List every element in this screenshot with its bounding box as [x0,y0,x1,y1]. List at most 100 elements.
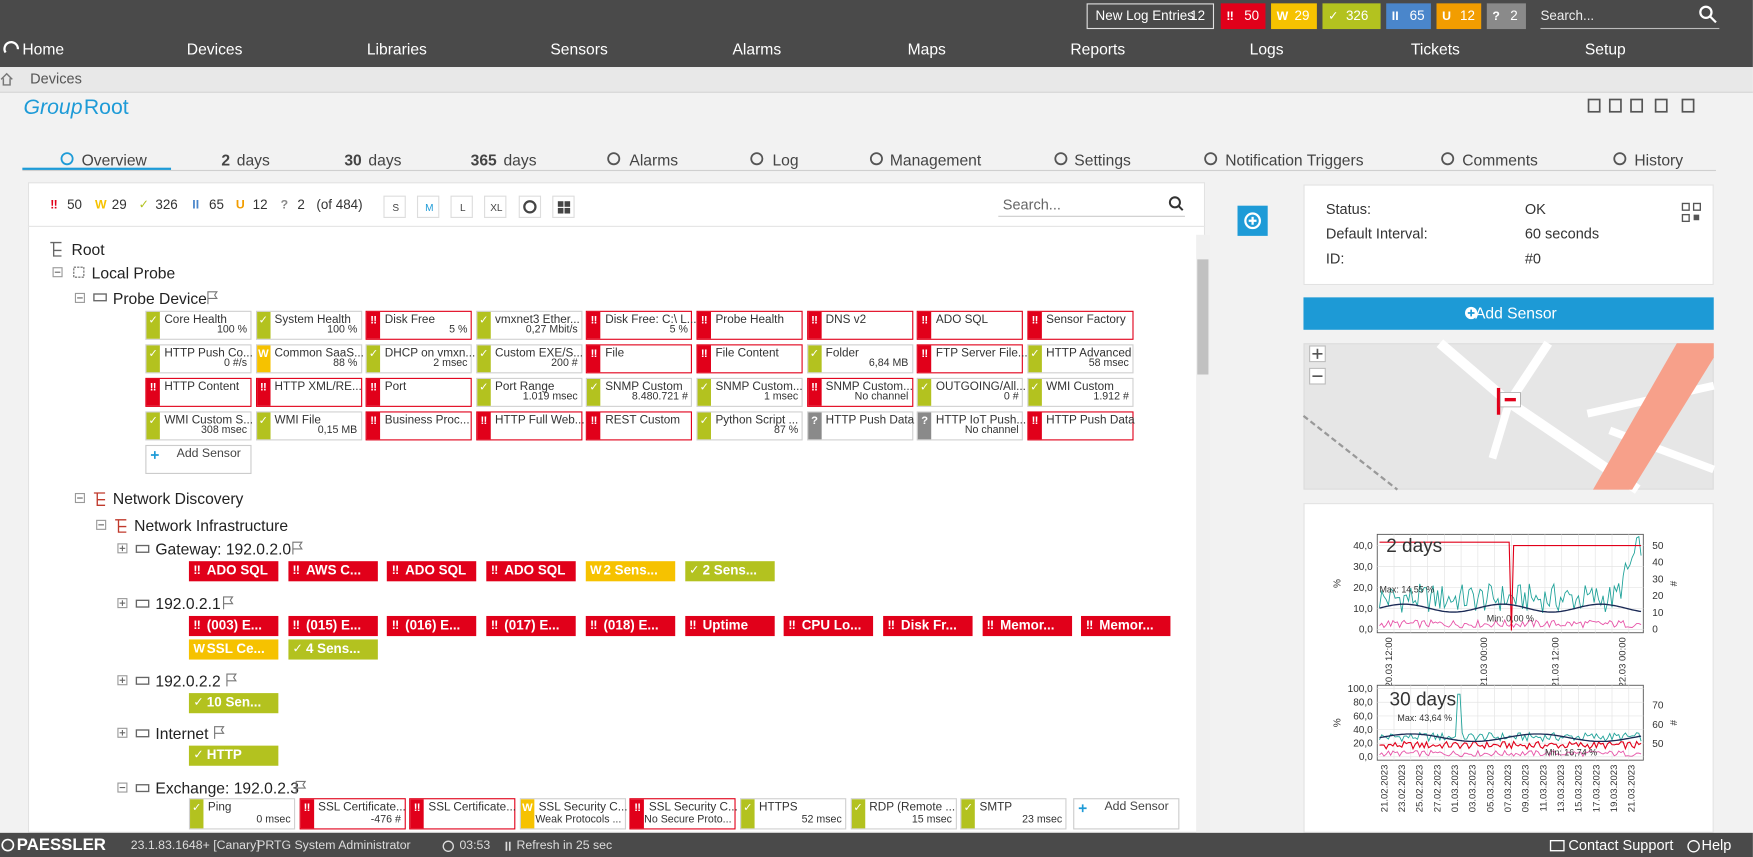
nav-item[interactable]: Tickets [1410,40,1460,59]
sensor-tile[interactable]: ‼ Disk Free: C:\ L... 5 % [586,310,697,340]
tab[interactable]: 365 days [471,151,537,169]
tree-expander[interactable] [117,598,128,609]
sensor-tag[interactable]: ‼ Uptime [684,615,775,637]
sensor-tile[interactable]: ‼ ADO SQL [916,310,1024,340]
filter-status-icon[interactable]: U [235,198,245,213]
tab[interactable]: Management [890,151,981,169]
sensor-tag[interactable]: W SSL Ce... [188,639,279,660]
sensor-tile[interactable]: ‼ SNMP Custom... No channel [806,377,913,407]
tree-node[interactable]: Gateway: 192.0.2.0 [155,539,292,558]
nav-home[interactable]: Home [22,40,65,59]
sensor-tile[interactable]: ‼ SSL Certificate... -476 # [299,798,406,830]
filter-status-icon[interactable]: ✓ [138,198,149,213]
sensor-tile[interactable]: ‼ Business Proc... [365,411,472,441]
size-toggle[interactable]: M [416,195,440,218]
tab[interactable]: Notification Triggers [1225,151,1363,169]
add-sensor-tile[interactable] [1073,798,1180,830]
sensor-tag[interactable]: ✓ 2 Sens... [684,561,775,582]
status-badge[interactable]: II 65 [1386,3,1431,30]
sensor-tile[interactable]: ? HTTP Push Data [806,411,914,441]
sensor-tile[interactable]: ✓ SNMP Custom... 1 msec [696,377,803,407]
size-toggle[interactable]: XL [484,195,507,218]
tree-node[interactable]: Root [71,240,105,259]
sensor-tile[interactable]: ✓ Folder 6,84 MB [806,344,913,374]
tree-expander[interactable] [52,267,63,278]
settings-toggle[interactable] [518,195,542,218]
sensor-tile[interactable]: ‼ HTTP Full Web... [475,411,585,441]
sensor-tile[interactable]: ‼ File [586,344,693,374]
sensor-tile[interactable]: ✓ Custom EXE/S... 200 # [475,344,583,374]
tree-expander[interactable] [96,519,107,530]
filter-status-count[interactable]: 65 [209,196,224,213]
sensor-tile[interactable]: ✓ HTTP Push Co... 0 #/s [145,344,253,374]
sensor-tag[interactable]: ‼ AWS C... [288,561,378,582]
tree-node[interactable]: Internet [155,724,209,743]
sensor-tile[interactable]: ‼ HTTP Content [145,377,252,407]
status-badge[interactable]: ✓ 326 [1322,3,1381,30]
scrollbar-thumb[interactable] [1197,259,1209,375]
sensor-tag[interactable]: ‼ (016) E... [387,615,477,637]
status-badge[interactable]: ? 2 [1486,3,1526,30]
sensor-tag[interactable]: ‼ ADO SQL [486,561,576,582]
filter-status-icon[interactable]: ‼ [50,198,58,213]
footer-help[interactable]: Help [1701,836,1732,854]
grid-toggle[interactable] [552,195,575,218]
tab[interactable]: 30 days [344,151,401,169]
sensor-tag[interactable]: ‼ ADO SQL [387,561,477,582]
size-toggle[interactable]: L [450,195,473,218]
global-search-input[interactable]: Search... [1540,7,1595,24]
tree-node[interactable]: 192.0.2.2 [155,671,221,690]
filter-status-count[interactable]: 50 [67,196,83,213]
sensor-tile[interactable]: ✓ HTTP Advanced 58 msec [1027,344,1134,374]
tab[interactable]: History [1634,151,1683,169]
sensor-tag[interactable]: ‼ (003) E... [188,615,279,637]
footer-user[interactable]: PRTG System Administrator [257,839,411,853]
sensor-tag[interactable]: ‼ Memor... [982,615,1072,637]
filter-status-icon[interactable]: II [192,198,200,213]
sensor-tile[interactable]: ✓ Python Script ... 87 % [696,411,803,441]
status-badge[interactable]: ‼ 50 [1220,3,1266,30]
tab[interactable]: 2 days [221,151,269,169]
sensor-tile[interactable]: ‼ Sensor Factory [1027,310,1134,340]
sensor-tag[interactable]: ✓ 10 Sen... [188,693,279,714]
nav-item[interactable]: Logs [1249,40,1284,59]
tree-expander[interactable] [74,292,85,303]
footer-refresh[interactable]: Refresh in 25 sec [516,839,613,853]
tree-node[interactable]: Exchange: 192.0.2.3 [155,779,299,798]
filter-status-count[interactable]: 2 [297,196,305,213]
tab[interactable]: Alarms [629,151,678,169]
filter-status-count[interactable]: 29 [111,196,127,213]
tab[interactable]: Comments [1462,151,1538,169]
nav-item[interactable]: Sensors [550,40,608,59]
sensor-tile[interactable]: ✓ DHCP on vmxn... 2 msec [365,344,475,374]
sensor-tag[interactable]: ✓ HTTP [188,745,279,766]
sensor-tile[interactable]: ✓ System Health 100 % [255,310,362,340]
sensor-tile[interactable]: ‼ SSL Certificate... [409,798,516,830]
sensor-tile[interactable]: ✓ vmxnet3 Ether... 0,27 Mbit/s [475,310,583,340]
sensor-tag[interactable]: ‼ Disk Fr... [883,615,973,637]
sensor-tile[interactable]: ✓ WMI Custom 1.912 # [1027,377,1134,407]
sensor-tile[interactable]: ✓ Ping 0 msec [188,798,296,830]
tree-expander[interactable] [117,727,128,738]
sensor-tile[interactable]: ✓ RDP (Remote ... 15 msec [850,798,957,830]
sensor-tile[interactable]: ✓ SNMP Custom 8.480.721 # [586,377,693,407]
sensor-tag[interactable]: ‼ (017) E... [486,615,576,637]
tree-node[interactable]: Probe Device [112,289,207,308]
sensor-tile[interactable]: ‼ HTTP XML/RE... [255,377,362,407]
sensor-tag[interactable]: ‼ CPU Lo... [783,615,874,637]
sensor-tile[interactable]: ✓ OUTGOING/All... 0 # [916,377,1026,407]
nav-item[interactable]: Alarms [732,40,782,59]
nav-item[interactable]: Reports [1070,40,1126,59]
sensor-tile[interactable]: ‼ FTP Server File... [916,344,1028,374]
sensor-tile[interactable]: ? HTTP IoT Push... No channel [916,411,1026,441]
tree-expander[interactable] [74,492,85,504]
sensor-tag[interactable]: ✓ 4 Sens... [288,639,378,660]
sensor-tile[interactable]: ‼ SSL Security C... No Secure Proto... [629,798,738,830]
status-badge[interactable]: W 29 [1271,3,1317,30]
sensor-tag[interactable]: ‼ Memor... [1081,615,1171,637]
tab[interactable]: Log [772,151,798,169]
map-zoom-in[interactable] [1309,345,1326,363]
sensor-tag[interactable]: ‼ (015) E... [288,615,378,637]
sensor-tile[interactable]: W SSL Security C... Weak Protocols ... [519,798,628,830]
sensor-tile[interactable]: ✓ Port Range 1.019 msec [475,377,583,407]
